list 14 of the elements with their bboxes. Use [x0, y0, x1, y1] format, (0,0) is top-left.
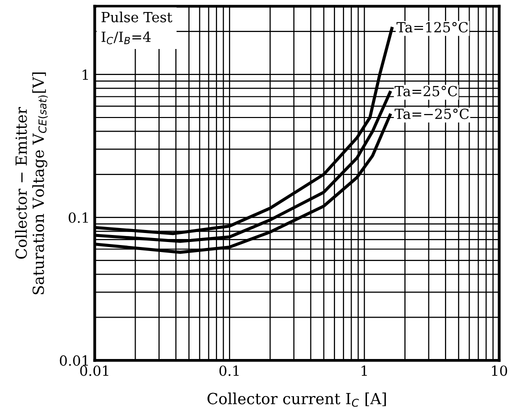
y-tick-label: 0.01 [60, 355, 88, 366]
series-label: Ta=125°C [396, 22, 468, 32]
y-tick-label: 1 [82, 69, 88, 80]
x-tick-label: 1 [362, 365, 367, 376]
series-label: Ta=25°C [394, 86, 458, 96]
x-tick-label: 10 [492, 365, 508, 376]
annotation: Pulse Test [102, 12, 172, 22]
y-tick-label: 0.1 [68, 212, 88, 223]
x-axis-title: Collector current I$_{C}$ [A] [208, 392, 386, 407]
x-tick-label: 0.01 [80, 365, 108, 376]
series-label: Ta=−25°C [394, 108, 469, 120]
annotation: I$_{C}$/I$_{B}$=4 [102, 32, 151, 44]
y-axis-title: Collector − Emitter Saturation Voltage V$_{CE(sat)}$[V] [15, 72, 48, 294]
x-tick-label: 0.1 [219, 365, 239, 376]
